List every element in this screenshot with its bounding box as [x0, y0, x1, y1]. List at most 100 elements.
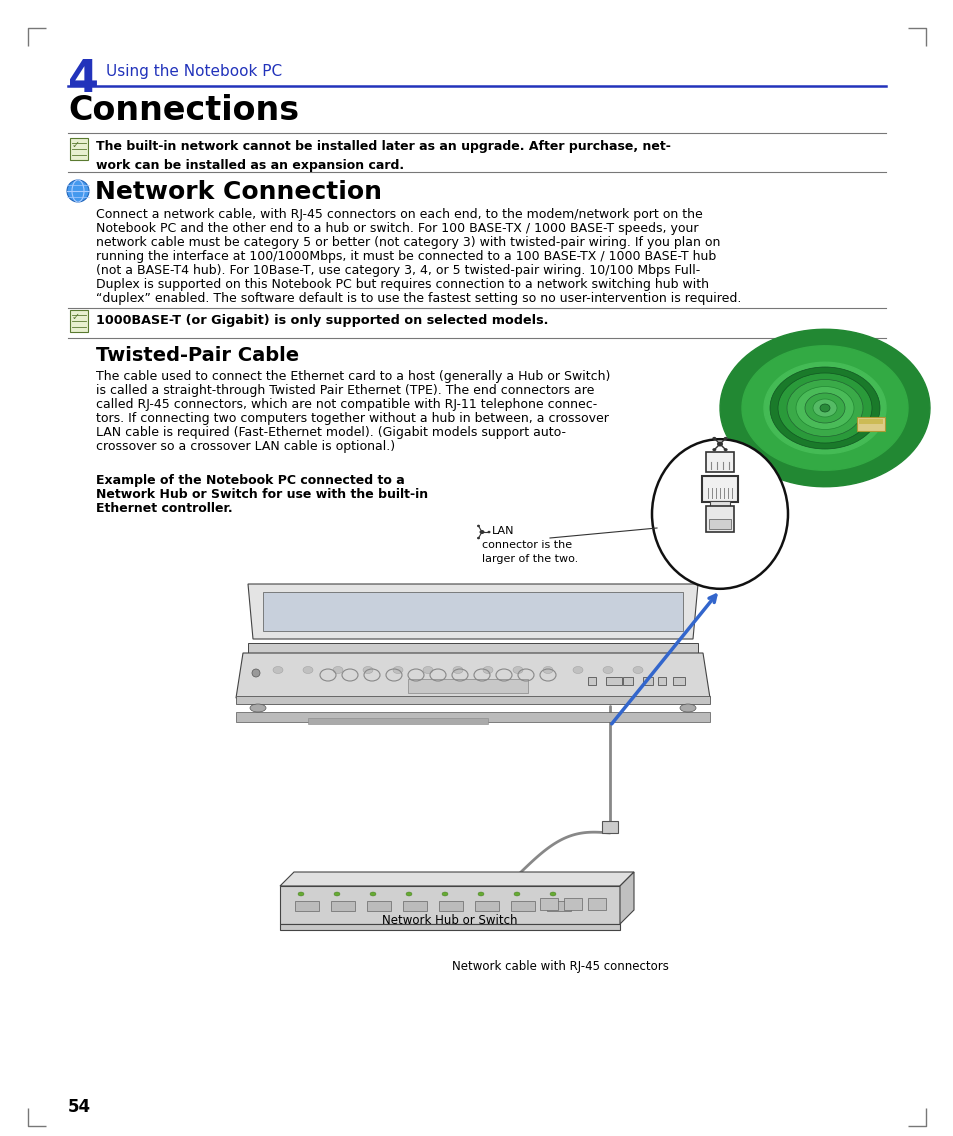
Polygon shape: [280, 872, 634, 886]
Text: Connect a network cable, with RJ-45 connectors on each end, to the modem/network: Connect a network cable, with RJ-45 conn…: [96, 208, 702, 222]
Text: “duplex” enabled. The software default is to use the fastest setting so no user-: “duplex” enabled. The software default i…: [96, 292, 740, 304]
Text: connector is the: connector is the: [481, 540, 572, 550]
Bar: [331, 901, 355, 911]
Ellipse shape: [406, 892, 412, 896]
Bar: [708, 519, 730, 529]
Bar: [235, 696, 709, 704]
Bar: [475, 901, 498, 911]
Ellipse shape: [334, 892, 339, 896]
Bar: [587, 677, 596, 685]
Ellipse shape: [778, 373, 871, 443]
Ellipse shape: [297, 892, 304, 896]
Text: Connections: Connections: [68, 94, 299, 127]
Bar: [438, 901, 462, 911]
Ellipse shape: [477, 892, 483, 896]
Ellipse shape: [363, 667, 373, 674]
Bar: [308, 718, 488, 724]
Ellipse shape: [795, 386, 853, 429]
Ellipse shape: [250, 704, 266, 712]
Text: 1000BASE-T (or Gigabit) is only supported on selected models.: 1000BASE-T (or Gigabit) is only supporte…: [96, 314, 548, 327]
Ellipse shape: [723, 437, 727, 440]
Bar: [235, 712, 709, 722]
Bar: [248, 643, 698, 653]
Ellipse shape: [303, 667, 313, 674]
Ellipse shape: [820, 404, 829, 412]
Text: Example of the Notebook PC connected to a: Example of the Notebook PC connected to …: [96, 474, 404, 487]
Ellipse shape: [679, 704, 696, 712]
Bar: [563, 897, 581, 910]
Polygon shape: [619, 872, 634, 924]
Ellipse shape: [514, 892, 519, 896]
Text: The built-in network cannot be installed later as an upgrade. After purchase, ne: The built-in network cannot be installed…: [96, 140, 670, 172]
Text: Duplex is supported on this Notebook PC but requires connection to a network swi: Duplex is supported on this Notebook PC …: [96, 278, 708, 291]
Text: Notebook PC and the other end to a hub or switch. For 100 BASE-TX / 1000 BASE-T : Notebook PC and the other end to a hub o…: [96, 222, 698, 235]
Polygon shape: [235, 653, 709, 698]
Ellipse shape: [573, 667, 582, 674]
Text: network cable must be category 5 or better (not category 3) with twisted-pair wi: network cable must be category 5 or bett…: [96, 236, 720, 249]
Bar: [705, 452, 733, 471]
Polygon shape: [741, 345, 907, 470]
Ellipse shape: [393, 667, 402, 674]
Polygon shape: [720, 329, 929, 486]
Bar: [511, 901, 535, 911]
Text: Twisted-Pair Cable: Twisted-Pair Cable: [96, 346, 299, 365]
Ellipse shape: [333, 667, 343, 674]
Bar: [605, 677, 621, 685]
Ellipse shape: [476, 525, 479, 527]
Bar: [70, 310, 88, 332]
Ellipse shape: [602, 667, 613, 674]
Polygon shape: [280, 924, 619, 930]
Ellipse shape: [786, 379, 862, 436]
Bar: [642, 677, 652, 685]
Bar: [856, 417, 884, 431]
Text: Network Hub or Switch: Network Hub or Switch: [382, 914, 517, 927]
Ellipse shape: [476, 537, 479, 540]
Bar: [701, 476, 738, 502]
Ellipse shape: [479, 531, 484, 534]
Ellipse shape: [441, 892, 448, 896]
Ellipse shape: [769, 367, 879, 449]
Ellipse shape: [67, 179, 89, 202]
Text: Network Hub or Switch for use with the built-in: Network Hub or Switch for use with the b…: [96, 488, 428, 501]
Ellipse shape: [482, 667, 493, 674]
Ellipse shape: [633, 667, 642, 674]
Text: is called a straight-through Twisted Pair Ethernet (TPE). The end connectors are: is called a straight-through Twisted Pai…: [96, 384, 594, 396]
Polygon shape: [248, 584, 698, 638]
Text: crossover so a crossover LAN cable is optional.): crossover so a crossover LAN cable is op…: [96, 440, 395, 453]
Text: (not a BASE-T4 hub). For 10Base-T, use category 3, 4, or 5 twisted-pair wiring. : (not a BASE-T4 hub). For 10Base-T, use c…: [96, 264, 700, 277]
Ellipse shape: [487, 531, 490, 533]
Text: ✓: ✓: [71, 140, 80, 150]
Text: Using the Notebook PC: Using the Notebook PC: [106, 64, 282, 80]
Text: The cable used to connect the Ethernet card to a host (generally a Hub or Switch: The cable used to connect the Ethernet c…: [96, 370, 610, 383]
Text: LAN: LAN: [492, 526, 514, 536]
Text: larger of the two.: larger of the two.: [481, 554, 578, 563]
Bar: [705, 506, 733, 532]
Bar: [672, 677, 684, 685]
Ellipse shape: [513, 667, 522, 674]
Text: 4: 4: [68, 58, 99, 101]
Text: Network cable with RJ-45 connectors: Network cable with RJ-45 connectors: [451, 960, 668, 974]
Ellipse shape: [717, 442, 722, 446]
Ellipse shape: [370, 892, 375, 896]
Polygon shape: [801, 391, 847, 425]
Bar: [70, 137, 88, 160]
Ellipse shape: [712, 437, 716, 440]
Bar: [709, 501, 729, 508]
Bar: [294, 901, 318, 911]
Ellipse shape: [542, 667, 553, 674]
Bar: [408, 679, 527, 693]
Bar: [367, 901, 391, 911]
Ellipse shape: [273, 667, 283, 674]
Ellipse shape: [723, 449, 727, 451]
Ellipse shape: [453, 667, 462, 674]
Text: Network Connection: Network Connection: [95, 179, 381, 204]
Bar: [587, 897, 605, 910]
Text: LAN cable is required (Fast-Ethernet model). (Gigabit models support auto-: LAN cable is required (Fast-Ethernet mod…: [96, 426, 565, 438]
Text: ✓: ✓: [71, 312, 80, 321]
Bar: [539, 897, 558, 910]
Text: Ethernet controller.: Ethernet controller.: [96, 502, 233, 515]
Ellipse shape: [252, 669, 260, 677]
Bar: [601, 821, 618, 833]
Ellipse shape: [812, 399, 836, 417]
Bar: [858, 419, 882, 424]
